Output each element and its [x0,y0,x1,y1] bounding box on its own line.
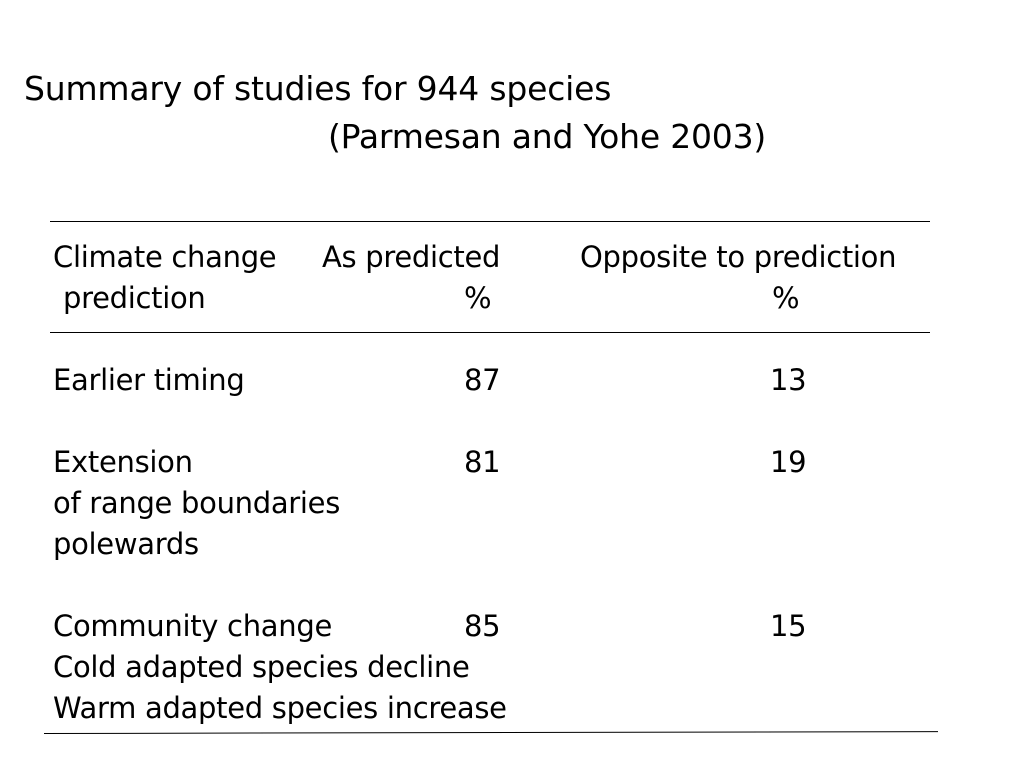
header-col2-line2: % [464,281,492,315]
header-col2-line1: As predicted [322,240,501,274]
table-header-rule [50,332,930,333]
slide-subtitle: (Parmesan and Yohe 2003) [328,117,767,156]
row-community-change-label-line1: Community change [53,609,332,643]
table-top-rule [50,221,930,222]
row-extension-label-line1: Extension [53,445,193,479]
row-extension-opposite: 19 [770,445,807,479]
row-extension-label-line3: polewards [53,527,199,561]
header-col3-line2: % [772,281,800,315]
table-bottom-rule [43,731,938,734]
header-col1-line1: Climate change [53,240,277,274]
header-col1-line2: prediction [63,281,206,315]
row-community-change-as-predicted: 85 [464,609,501,643]
row-extension-label-line2: of range boundaries [53,486,341,520]
row-community-change-label-line3: Warm adapted species increase [53,691,507,725]
row-earlier-timing-as-predicted: 87 [464,363,501,397]
slide-title: Summary of studies for 944 species [24,69,612,108]
header-col3-line1: Opposite to prediction [580,240,897,274]
row-community-change-label-line2: Cold adapted species decline [53,650,470,684]
row-extension-as-predicted: 81 [464,445,501,479]
row-earlier-timing-label: Earlier timing [53,363,245,397]
row-community-change-opposite: 15 [770,609,807,643]
row-earlier-timing-opposite: 13 [770,363,807,397]
